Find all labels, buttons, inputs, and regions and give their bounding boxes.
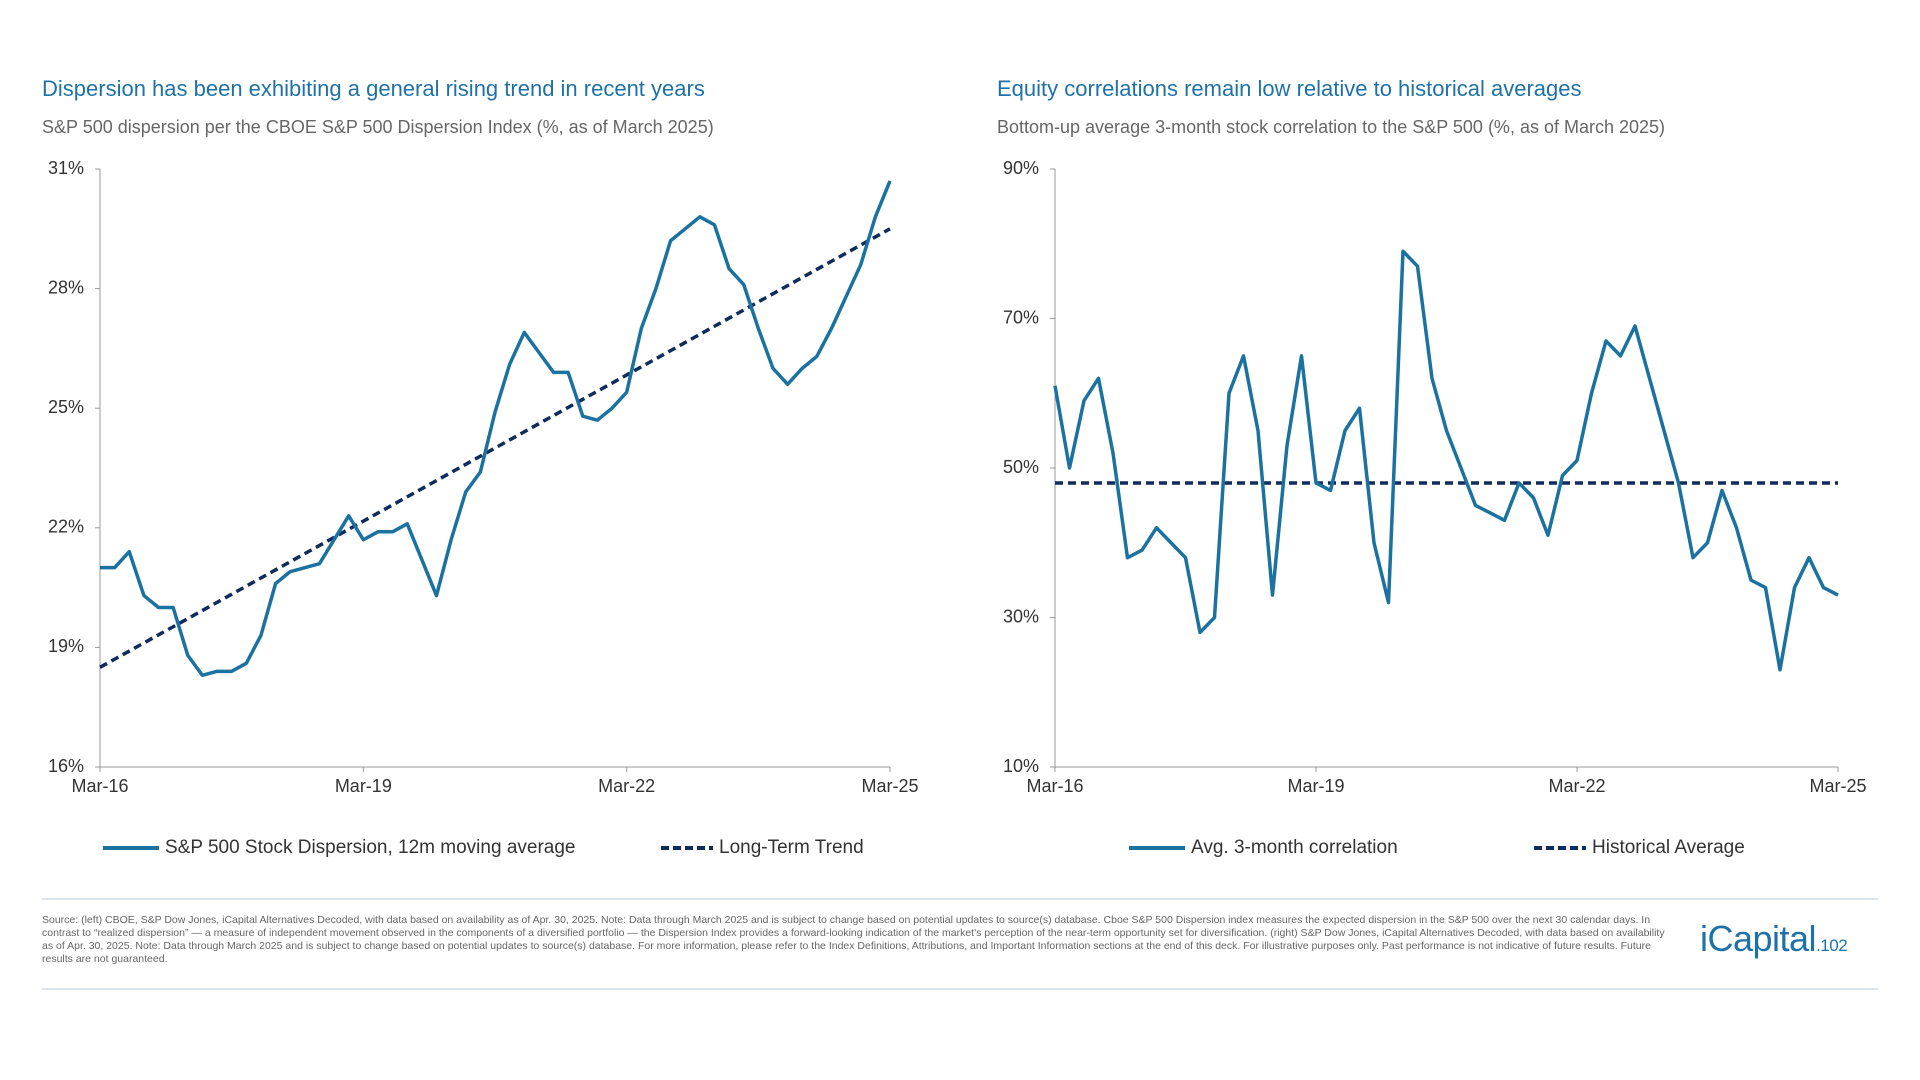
x-tick-label: Mar-25 [1809, 776, 1866, 796]
chart-title: Equity correlations remain low relative … [997, 76, 1581, 101]
y-tick-label: 22% [48, 517, 84, 537]
series-line [100, 180, 892, 678]
divider [42, 898, 1878, 900]
chart-subtitle: Bottom-up average 3-month stock correlat… [997, 117, 1665, 137]
x-tick-label: Mar-22 [598, 776, 655, 796]
logo-suffix: .102 [1816, 936, 1848, 955]
logo: iCapital.102 [1700, 918, 1848, 960]
footnote: Source: (left) CBOE, S&P Dow Jones, iCap… [42, 914, 1665, 965]
trend-line [99, 227, 891, 669]
legend-label: Historical Average [1592, 837, 1745, 858]
legend-label: S&P 500 Stock Dispersion, 12m moving ave… [165, 837, 575, 858]
x-tick-label: Mar-19 [1287, 776, 1344, 796]
y-tick-label: 28% [48, 277, 84, 297]
series-line [1053, 249, 1839, 672]
y-tick-label: 10% [1003, 756, 1039, 776]
x-tick-label: Mar-19 [335, 776, 392, 796]
legend-label: Avg. 3-month correlation [1191, 837, 1398, 858]
y-tick-label: 31% [48, 158, 84, 178]
x-tick-label: Mar-16 [1026, 776, 1083, 796]
divider [42, 988, 1878, 990]
y-tick-label: 90% [1003, 158, 1039, 178]
x-tick-label: Mar-16 [71, 776, 128, 796]
y-tick-label: 70% [1003, 307, 1039, 327]
y-tick-label: 19% [48, 636, 84, 656]
y-tick-label: 16% [48, 756, 84, 776]
logo-text: iCapital [1700, 918, 1817, 959]
y-tick-label: 30% [1003, 606, 1039, 626]
legend-label: Long-Term Trend [719, 837, 864, 858]
chart-subtitle: S&P 500 dispersion per the CBOE S&P 500 … [42, 117, 714, 137]
y-tick-label: 50% [1003, 457, 1039, 477]
x-tick-label: Mar-25 [861, 776, 918, 796]
chart-title: Dispersion has been exhibiting a general… [42, 76, 705, 101]
y-tick-label: 25% [48, 397, 84, 417]
x-tick-label: Mar-22 [1548, 776, 1605, 796]
